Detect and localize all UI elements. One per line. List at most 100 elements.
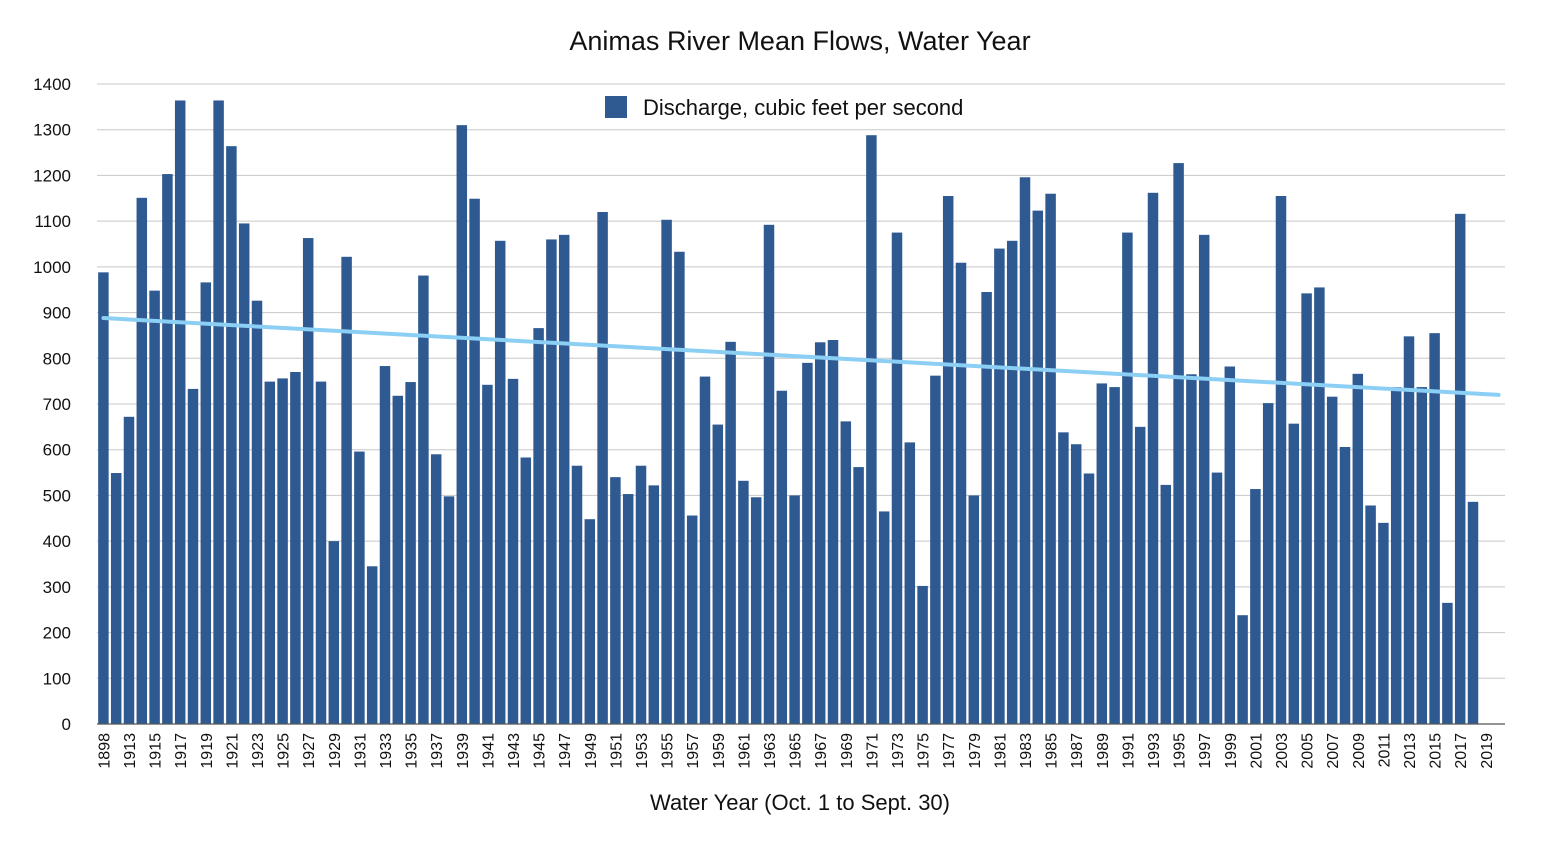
bar — [430, 454, 442, 724]
bar — [418, 275, 429, 724]
y-tick-label: 0 — [62, 715, 71, 734]
bar — [610, 477, 621, 724]
x-tick-label: 2001 — [1248, 733, 1265, 769]
bar — [341, 256, 352, 724]
bar — [661, 219, 672, 724]
bar — [187, 388, 199, 724]
x-tick-label: 2017 — [1453, 733, 1470, 769]
bar — [558, 234, 570, 724]
bar — [1186, 374, 1197, 724]
bar — [930, 375, 941, 724]
bar — [789, 495, 800, 724]
x-tick-label: 2009 — [1351, 733, 1368, 769]
y-tick-label: 500 — [43, 486, 71, 505]
y-tick-label: 200 — [43, 624, 71, 643]
x-tick-label: 1919 — [199, 733, 216, 769]
bar — [226, 146, 237, 724]
chart-title: Animas River Mean Flows, Water Year — [569, 26, 1031, 56]
bar — [1250, 489, 1261, 724]
x-tick-label: 1965 — [788, 733, 805, 769]
x-tick-label: 1987 — [1069, 733, 1086, 769]
bar — [853, 467, 864, 724]
bar — [597, 212, 608, 724]
bar — [1262, 403, 1274, 724]
x-tick-label: 1999 — [1223, 733, 1240, 769]
bar — [1275, 196, 1287, 724]
bar — [763, 224, 775, 725]
bar — [546, 239, 557, 724]
x-tick-label: 1949 — [583, 733, 600, 769]
x-tick-label: 1947 — [557, 733, 574, 769]
x-tick-label: 1959 — [711, 733, 728, 769]
x-tick-label: 1953 — [634, 733, 651, 769]
bar — [379, 366, 391, 724]
bar — [1378, 522, 1389, 724]
bar — [622, 494, 634, 724]
x-tick-label: 1923 — [250, 733, 267, 769]
x-tick-label: 1991 — [1120, 733, 1137, 769]
bar — [110, 473, 122, 724]
x-tick-label: 1937 — [429, 733, 446, 769]
legend-label: Discharge, cubic feet per second — [643, 95, 963, 120]
x-tick-label: 1917 — [173, 733, 190, 769]
bar — [251, 300, 263, 724]
bar — [1467, 501, 1479, 724]
x-tick-label: 1983 — [1018, 733, 1035, 769]
x-tick-label: 1977 — [941, 733, 958, 769]
x-tick-label: 1931 — [352, 733, 369, 769]
bar — [520, 457, 532, 724]
x-tick-label: 1955 — [660, 733, 677, 769]
bar — [1301, 293, 1312, 724]
y-tick-label: 800 — [43, 349, 71, 368]
bar — [584, 519, 596, 724]
bar — [238, 223, 250, 724]
bar — [149, 290, 160, 724]
bar — [1006, 240, 1018, 725]
bar — [1429, 333, 1440, 724]
bar — [1096, 383, 1108, 724]
x-tick-label: 1963 — [762, 733, 779, 769]
bar — [1134, 426, 1146, 724]
bar — [840, 421, 852, 724]
bar — [738, 480, 749, 724]
bar — [1339, 446, 1351, 724]
bar — [302, 238, 314, 725]
bar — [904, 442, 916, 724]
bar — [878, 511, 890, 724]
bar — [1160, 484, 1172, 724]
y-tick-label: 400 — [43, 532, 71, 551]
bar — [571, 465, 583, 724]
bar — [1237, 615, 1248, 724]
bar — [174, 100, 186, 724]
bar — [686, 515, 698, 724]
x-axis-label: Water Year (Oct. 1 to Sept. 30) — [650, 790, 950, 815]
bar — [917, 585, 928, 724]
x-tick-label: 1933 — [378, 733, 395, 769]
bar — [1314, 287, 1325, 724]
x-tick-label: 1993 — [1146, 733, 1163, 769]
x-tick-label: 1961 — [736, 733, 753, 769]
bar — [802, 362, 813, 724]
x-tick-label: 1979 — [967, 733, 984, 769]
bar — [507, 378, 519, 724]
bar — [213, 100, 224, 724]
bar — [264, 381, 276, 724]
bar — [1288, 423, 1300, 724]
bar — [1032, 210, 1044, 725]
y-tick-label: 100 — [43, 669, 71, 688]
bar — [1326, 396, 1338, 724]
bar — [366, 566, 378, 724]
bar — [1211, 472, 1223, 724]
bar — [1045, 193, 1056, 724]
bar — [405, 382, 416, 724]
bar — [635, 465, 647, 724]
bar — [1109, 387, 1120, 724]
y-tick-label: 1200 — [33, 166, 71, 185]
bar — [1403, 336, 1415, 724]
x-tick-label: 1943 — [506, 733, 523, 769]
bar — [725, 341, 736, 724]
bar — [123, 416, 135, 724]
bar — [1198, 234, 1210, 724]
bar — [1454, 213, 1466, 725]
bar — [1019, 177, 1031, 724]
